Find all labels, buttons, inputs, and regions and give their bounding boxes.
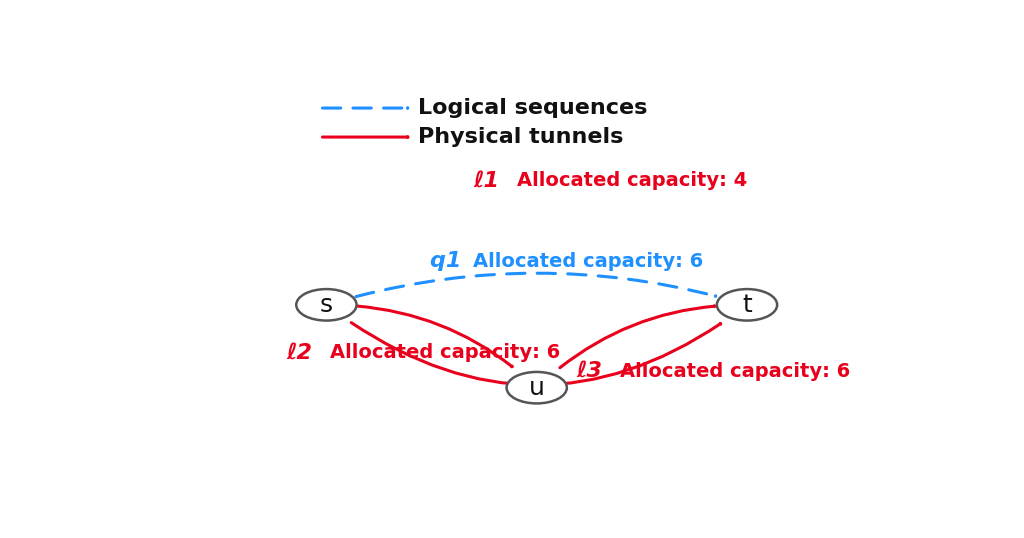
Text: ℓ2: ℓ2 — [287, 343, 329, 363]
Text: Physical tunnels: Physical tunnels — [418, 127, 623, 147]
FancyArrowPatch shape — [355, 273, 716, 296]
Text: ℓ3: ℓ3 — [577, 361, 617, 381]
Text: Allocated capacity: 6: Allocated capacity: 6 — [331, 343, 560, 362]
Text: q1: q1 — [430, 251, 476, 271]
Text: s: s — [319, 293, 333, 317]
Text: ℓ1: ℓ1 — [473, 171, 515, 190]
Text: t: t — [742, 293, 752, 317]
Text: Allocated capacity: 6: Allocated capacity: 6 — [473, 252, 703, 271]
FancyArrowPatch shape — [357, 306, 512, 367]
FancyArrowPatch shape — [323, 137, 408, 138]
Circle shape — [296, 289, 356, 321]
FancyArrowPatch shape — [351, 323, 721, 385]
Text: Logical sequences: Logical sequences — [418, 98, 647, 118]
Text: Allocated capacity: 6: Allocated capacity: 6 — [620, 362, 850, 380]
Circle shape — [717, 289, 777, 321]
Circle shape — [507, 372, 567, 404]
Text: Allocated capacity: 4: Allocated capacity: 4 — [517, 171, 748, 190]
Text: u: u — [528, 376, 545, 400]
FancyArrowPatch shape — [560, 306, 715, 368]
